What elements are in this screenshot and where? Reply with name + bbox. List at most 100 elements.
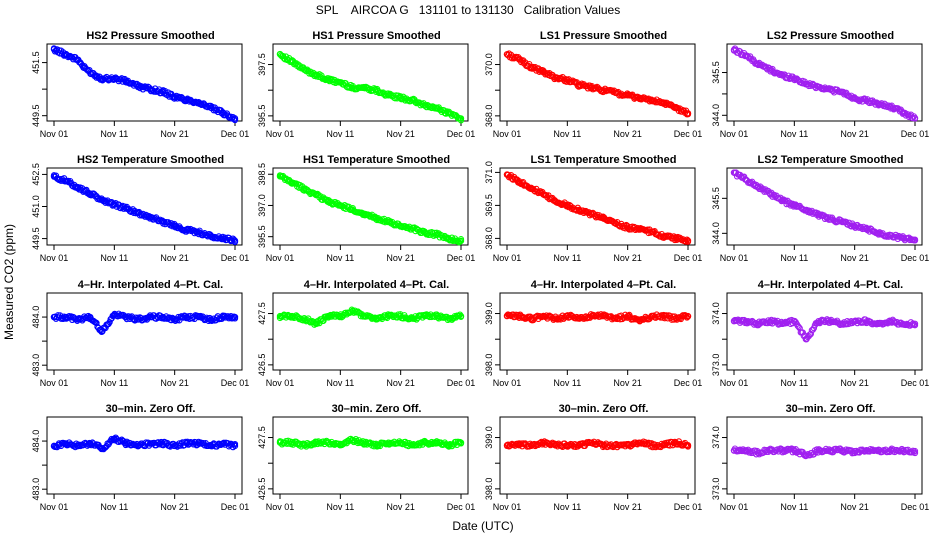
x-tick-label: Nov 21	[613, 502, 642, 512]
trace-marker	[911, 236, 919, 243]
panel-6: LS1 Temperature Smoothed Nov 01 Nov 11 Nov …	[484, 154, 702, 263]
x-tick-label: Nov 11	[780, 253, 808, 263]
trace-marker	[684, 313, 692, 320]
y-tick-label: 374.0	[711, 426, 721, 449]
panel-title: LS1 Pressure Smoothed	[540, 30, 667, 42]
x-tick-label: Nov 11	[326, 129, 354, 139]
panel-title: 30–min. Zero Off.	[332, 403, 422, 415]
x-tick-label: Nov 21	[840, 502, 869, 512]
x-tick-label: Dec 01	[447, 378, 476, 388]
series-trace	[730, 45, 919, 122]
series-trace	[276, 306, 465, 328]
plot-frame	[726, 167, 923, 246]
trace-marker	[816, 211, 824, 218]
plot-frame	[499, 292, 696, 371]
trace-marker	[302, 316, 309, 324]
series-trace	[503, 50, 692, 118]
x-tick-label: Nov 21	[160, 378, 189, 388]
x-tick-label: Dec 01	[221, 502, 250, 512]
x-tick-label: Nov 11	[100, 378, 128, 388]
y-tick-label: 426.5	[257, 478, 267, 501]
trace-marker	[660, 441, 667, 448]
panel-4: HS2 Temperature Smoothed Nov 01 Nov 11 Nov …	[31, 154, 249, 263]
x-tick-label: Nov 01	[720, 502, 749, 512]
trace-marker	[911, 322, 919, 329]
plot-frame	[46, 292, 243, 371]
x-tick-label: Dec 01	[221, 378, 250, 388]
x-tick-label: Nov 11	[780, 502, 808, 512]
x-tick-label: Nov 11	[553, 502, 581, 512]
x-tick-label: Dec 01	[221, 129, 250, 139]
x-tick-label: Nov 01	[266, 129, 295, 139]
y-tick-label: 345.5	[711, 61, 721, 84]
trace-marker	[908, 321, 916, 328]
series-trace	[503, 438, 692, 451]
x-tick-label: Nov 01	[266, 378, 295, 388]
trace-marker	[911, 115, 919, 122]
y-tick-label: 452.5	[31, 163, 41, 186]
series-trace	[50, 45, 239, 124]
trace-marker	[231, 116, 239, 124]
panel-title: 4–Hr. Interpolated 4–Pt. Cal.	[304, 279, 450, 291]
panel-title: HS2 Temperature Smoothed	[77, 154, 224, 166]
trace-marker	[439, 313, 446, 321]
panel-1: HS1 Pressure Smoothed Nov 01 Nov 11 Nov 21 D…	[257, 30, 475, 139]
y-tick-label: 427.5	[257, 302, 267, 325]
x-tick-label: Nov 01	[720, 253, 749, 263]
panel-9: 4–Hr. Interpolated 4–Pt. Cal. Nov 01 Nov 1…	[257, 279, 475, 388]
panel-title: 30–min. Zero Off.	[106, 403, 196, 415]
x-tick-label: Dec 01	[674, 378, 703, 388]
y-tick-label: 483.0	[31, 354, 41, 377]
x-tick-label: Nov 21	[160, 502, 189, 512]
x-tick-label: Nov 11	[326, 502, 354, 512]
trace-marker	[911, 447, 919, 455]
y-tick-label: 395.5	[257, 225, 267, 248]
panel-title: 4–Hr. Interpolated 4–Pt. Cal.	[758, 279, 904, 291]
y-tick-label: 373.0	[711, 478, 721, 501]
panel-3: LS2 Pressure Smoothed Nov 01 Nov 11 Nov 21 D…	[711, 30, 929, 139]
x-tick-label: Dec 01	[901, 378, 930, 388]
x-tick-label: Nov 11	[553, 378, 581, 388]
trace-marker	[231, 315, 239, 322]
x-tick-label: Dec 01	[447, 502, 476, 512]
y-tick-label: 370.0	[484, 53, 494, 76]
panel-title: LS2 Temperature Smoothed	[758, 154, 904, 166]
x-tick-label: Dec 01	[674, 502, 703, 512]
series-trace	[50, 172, 239, 246]
chart-panels: HS2 Pressure Smoothed Nov 01 Nov 11 Nov 21 D…	[31, 30, 929, 512]
trace-marker	[584, 314, 592, 321]
y-tick-label: 397.5	[257, 53, 267, 76]
trace-marker	[684, 110, 692, 118]
plot-frame	[46, 416, 243, 495]
x-tick-label: Nov 11	[780, 378, 808, 388]
plot-frame	[272, 416, 469, 495]
panel-title: LS1 Temperature Smoothed	[531, 154, 677, 166]
y-tick-label: 374.0	[711, 302, 721, 325]
x-tick-label: Nov 11	[780, 129, 808, 139]
panel-8: 4–Hr. Interpolated 4–Pt. Cal. Nov 01 Nov 1…	[31, 279, 249, 388]
x-tick-label: Nov 11	[553, 129, 581, 139]
series-trace	[503, 311, 692, 324]
trace-marker	[457, 440, 465, 447]
y-tick-label: 397.0	[257, 194, 267, 217]
y-tick-label: 427.5	[257, 426, 267, 449]
trace-marker	[795, 323, 802, 331]
trace-marker	[813, 446, 821, 453]
y-tick-label: 484.0	[31, 306, 41, 329]
panel-title: 4–Hr. Interpolated 4–Pt. Cal.	[78, 279, 224, 291]
panel-title: 30–min. Zero Off.	[786, 403, 876, 415]
panel-2: LS1 Pressure Smoothed Nov 01 Nov 11 Nov 21 D…	[484, 30, 702, 139]
plot-frame	[726, 416, 923, 495]
y-tick-label: 395.5	[257, 105, 267, 128]
plot-frame	[499, 416, 696, 495]
panel-10: 4–Hr. Interpolated 4–Pt. Cal. Nov 01 Nov 1…	[484, 279, 702, 388]
trace-marker	[520, 440, 527, 447]
y-tick-label: 426.5	[257, 354, 267, 377]
x-tick-label: Nov 01	[266, 502, 295, 512]
panel-title: HS1 Temperature Smoothed	[303, 154, 450, 166]
trace-marker	[457, 117, 465, 124]
y-tick-label: 399.0	[484, 426, 494, 449]
series-points	[503, 171, 692, 244]
series-trace	[276, 435, 465, 450]
